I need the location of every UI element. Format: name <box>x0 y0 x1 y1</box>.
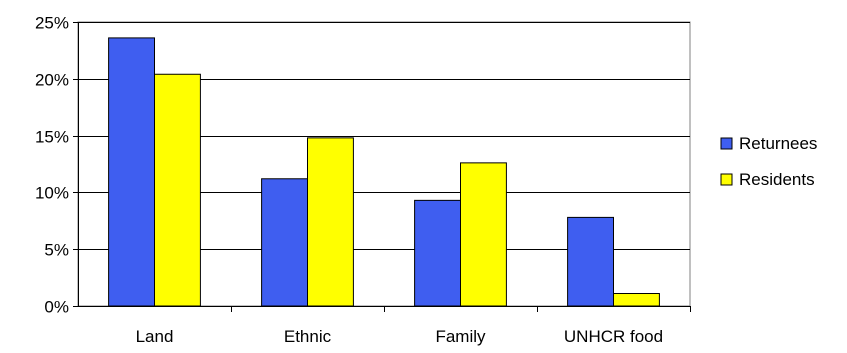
bar-residents-family <box>460 162 507 307</box>
legend-swatch-residents <box>720 173 733 186</box>
legend-swatch-returnees <box>720 137 733 150</box>
y-tick-label: 20% <box>35 71 69 90</box>
x-tick-label: Ethnic <box>284 327 332 346</box>
x-tick-label: UNHCR food <box>564 327 663 346</box>
y-tick-label: 15% <box>35 128 69 147</box>
x-tick-label: Land <box>136 327 174 346</box>
axes <box>73 22 691 312</box>
y-tick-label: 0% <box>44 298 69 317</box>
legend-label-residents: Residents <box>739 170 815 189</box>
legend-label-returnees: Returnees <box>739 134 817 153</box>
bar-returnees-ethnic <box>261 178 309 307</box>
legend: Returnees Residents <box>720 134 817 189</box>
bar-residents-ethnic <box>307 137 354 307</box>
y-tick-label: 25% <box>35 14 69 33</box>
x-axis-tick-labels: Land Ethnic Family UNHCR food <box>136 327 664 346</box>
y-axis-tick-labels: 0% 5% 10% 15% 20% 25% <box>35 14 69 317</box>
bars <box>108 37 660 307</box>
y-tick-label: 5% <box>44 241 69 260</box>
bar-returnees-land <box>108 37 155 307</box>
x-tick-label: Family <box>435 327 486 346</box>
bar-returnees-unhcr-food <box>567 216 614 307</box>
bar-residents-unhcr-food <box>613 293 660 307</box>
y-tick-label: 10% <box>35 184 69 203</box>
bar-residents-land <box>154 73 201 307</box>
bar-returnees-family <box>414 199 462 307</box>
